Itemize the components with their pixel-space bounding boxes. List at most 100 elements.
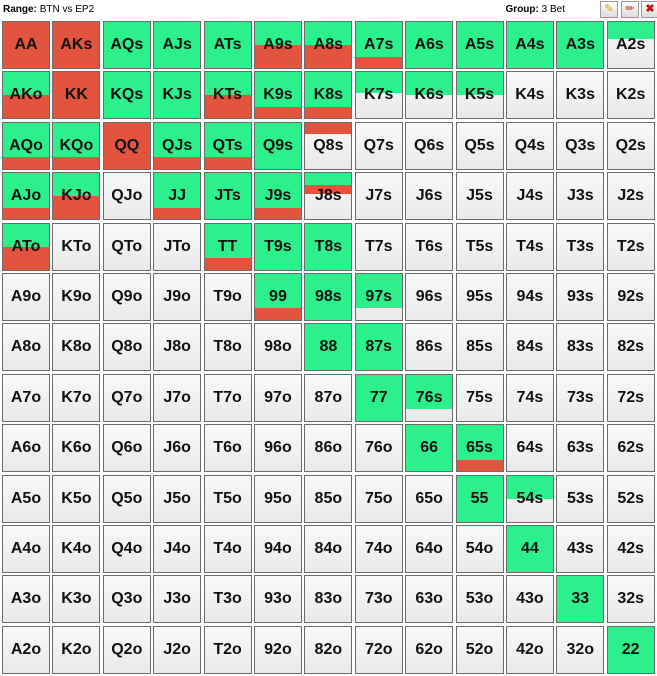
hand-cell-52s[interactable]: 52s	[606, 474, 655, 523]
hand-cell-95s[interactable]: 95s	[455, 272, 504, 321]
hand-cell-82s[interactable]: 82s	[606, 323, 655, 372]
hand-cell-aks[interactable]: AKs	[52, 21, 101, 69]
hand-cell-j3s[interactable]: J3s	[556, 172, 605, 221]
hand-cell-93s[interactable]: 93s	[556, 272, 605, 321]
hand-cell-97o[interactable]: 97o	[253, 373, 302, 422]
hand-cell-tt[interactable]: TT	[203, 222, 252, 271]
hand-cell-t4s[interactable]: T4s	[505, 222, 554, 271]
hand-cell-ajs[interactable]: AJs	[153, 21, 202, 69]
hand-cell-44[interactable]: 44	[505, 524, 554, 573]
hand-cell-j5o[interactable]: J5o	[153, 474, 202, 523]
hand-cell-k9o[interactable]: K9o	[52, 272, 101, 321]
hand-cell-a8s[interactable]: A8s	[304, 21, 353, 69]
hand-cell-84o[interactable]: 84o	[304, 524, 353, 573]
hand-cell-43s[interactable]: 43s	[556, 524, 605, 573]
hand-cell-a4o[interactable]: A4o	[2, 524, 50, 573]
hand-cell-j3o[interactable]: J3o	[153, 575, 202, 624]
hand-cell-76s[interactable]: 76s	[405, 373, 454, 422]
hand-cell-ats[interactable]: ATs	[203, 21, 252, 69]
hand-cell-j6s[interactable]: J6s	[405, 172, 454, 221]
hand-cell-72o[interactable]: 72o	[354, 625, 403, 674]
hand-cell-53o[interactable]: 53o	[455, 575, 504, 624]
edit-button[interactable]: ✎	[600, 1, 618, 18]
hand-cell-a6s[interactable]: A6s	[405, 21, 454, 69]
hand-cell-85s[interactable]: 85s	[455, 323, 504, 372]
hand-cell-k7o[interactable]: K7o	[52, 373, 101, 422]
hand-cell-42o[interactable]: 42o	[505, 625, 554, 674]
hand-cell-94o[interactable]: 94o	[253, 524, 302, 573]
hand-cell-43o[interactable]: 43o	[505, 575, 554, 624]
hand-cell-k4s[interactable]: K4s	[505, 71, 554, 120]
hand-cell-54s[interactable]: 54s	[505, 474, 554, 523]
hand-cell-qto[interactable]: QTo	[102, 222, 151, 271]
hand-cell-86s[interactable]: 86s	[405, 323, 454, 372]
hand-cell-t9o[interactable]: T9o	[203, 272, 252, 321]
hand-cell-q7o[interactable]: Q7o	[102, 373, 151, 422]
hand-cell-52o[interactable]: 52o	[455, 625, 504, 674]
hand-cell-j4s[interactable]: J4s	[505, 172, 554, 221]
hand-cell-ajo[interactable]: AJo	[2, 172, 50, 221]
hand-cell-q4o[interactable]: Q4o	[102, 524, 151, 573]
hand-cell-94s[interactable]: 94s	[505, 272, 554, 321]
hand-cell-a4s[interactable]: A4s	[505, 21, 554, 69]
hand-cell-q9o[interactable]: Q9o	[102, 272, 151, 321]
hand-cell-99[interactable]: 99	[253, 272, 302, 321]
hand-cell-76o[interactable]: 76o	[354, 424, 403, 473]
hand-cell-63s[interactable]: 63s	[556, 424, 605, 473]
hand-cell-a2o[interactable]: A2o	[2, 625, 50, 674]
hand-cell-72s[interactable]: 72s	[606, 373, 655, 422]
hand-cell-q5s[interactable]: Q5s	[455, 121, 504, 170]
hand-cell-86o[interactable]: 86o	[304, 424, 353, 473]
edit-alt-button[interactable]: ✏	[621, 1, 639, 18]
hand-cell-aqo[interactable]: AQo	[2, 121, 50, 170]
hand-cell-96o[interactable]: 96o	[253, 424, 302, 473]
hand-cell-k8s[interactable]: K8s	[304, 71, 353, 120]
hand-cell-62s[interactable]: 62s	[606, 424, 655, 473]
hand-cell-73s[interactable]: 73s	[556, 373, 605, 422]
hand-cell-32o[interactable]: 32o	[556, 625, 605, 674]
hand-cell-k5s[interactable]: K5s	[455, 71, 504, 120]
hand-cell-75s[interactable]: 75s	[455, 373, 504, 422]
hand-cell-kjs[interactable]: KJs	[153, 71, 202, 120]
hand-cell-qq[interactable]: QQ	[102, 121, 151, 170]
hand-cell-jto[interactable]: JTo	[153, 222, 202, 271]
hand-cell-95o[interactable]: 95o	[253, 474, 302, 523]
hand-cell-kjo[interactable]: KJo	[52, 172, 101, 221]
hand-cell-83s[interactable]: 83s	[556, 323, 605, 372]
hand-cell-a5o[interactable]: A5o	[2, 474, 50, 523]
hand-cell-q6o[interactable]: Q6o	[102, 424, 151, 473]
hand-cell-j2s[interactable]: J2s	[606, 172, 655, 221]
hand-cell-q7s[interactable]: Q7s	[354, 121, 403, 170]
hand-cell-kqs[interactable]: KQs	[102, 71, 151, 120]
hand-cell-87o[interactable]: 87o	[304, 373, 353, 422]
hand-cell-63o[interactable]: 63o	[405, 575, 454, 624]
hand-cell-k7s[interactable]: K7s	[354, 71, 403, 120]
hand-cell-k6s[interactable]: K6s	[405, 71, 454, 120]
hand-cell-66[interactable]: 66	[405, 424, 454, 473]
hand-cell-96s[interactable]: 96s	[405, 272, 454, 321]
hand-cell-t5s[interactable]: T5s	[455, 222, 504, 271]
hand-cell-t2o[interactable]: T2o	[203, 625, 252, 674]
hand-cell-k6o[interactable]: K6o	[52, 424, 101, 473]
hand-cell-75o[interactable]: 75o	[354, 474, 403, 523]
hand-cell-t5o[interactable]: T5o	[203, 474, 252, 523]
hand-cell-92s[interactable]: 92s	[606, 272, 655, 321]
hand-cell-88[interactable]: 88	[304, 323, 353, 372]
hand-cell-85o[interactable]: 85o	[304, 474, 353, 523]
hand-cell-q3o[interactable]: Q3o	[102, 575, 151, 624]
hand-cell-92o[interactable]: 92o	[253, 625, 302, 674]
hand-cell-a7o[interactable]: A7o	[2, 373, 50, 422]
hand-cell-k5o[interactable]: K5o	[52, 474, 101, 523]
hand-cell-q5o[interactable]: Q5o	[102, 474, 151, 523]
hand-cell-j6o[interactable]: J6o	[153, 424, 202, 473]
hand-cell-k9s[interactable]: K9s	[253, 71, 302, 120]
hand-cell-83o[interactable]: 83o	[304, 575, 353, 624]
hand-cell-87s[interactable]: 87s	[354, 323, 403, 372]
hand-cell-k4o[interactable]: K4o	[52, 524, 101, 573]
hand-cell-62o[interactable]: 62o	[405, 625, 454, 674]
close-button[interactable]: ✖	[641, 1, 657, 18]
hand-cell-64s[interactable]: 64s	[505, 424, 554, 473]
hand-cell-t6s[interactable]: T6s	[405, 222, 454, 271]
hand-cell-q6s[interactable]: Q6s	[405, 121, 454, 170]
hand-cell-q4s[interactable]: Q4s	[505, 121, 554, 170]
